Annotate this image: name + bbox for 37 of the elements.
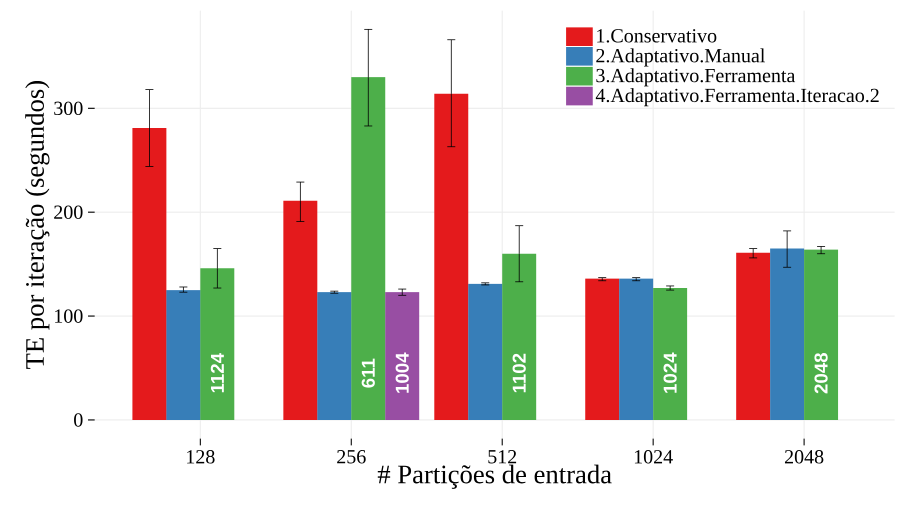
bar xyxy=(653,288,688,420)
bar xyxy=(770,248,804,420)
bar xyxy=(385,292,420,420)
y-axis-title: TE por iteração (segundos) xyxy=(25,81,50,370)
x-tick-label: 512 xyxy=(488,450,516,464)
x-tick-label: 128 xyxy=(187,450,215,464)
bar xyxy=(166,290,200,420)
bar xyxy=(283,200,318,420)
bar xyxy=(317,292,352,420)
bar xyxy=(736,252,770,420)
x-axis-title: # Partições de entrada xyxy=(378,464,612,490)
bar xyxy=(585,278,620,420)
bar xyxy=(351,77,386,420)
y-tick-label: 200 xyxy=(54,206,83,220)
legend-label: 4.Adaptativo.Ferramenta.Iteracao.2 xyxy=(596,88,879,106)
legend-label: 3.Adaptativo.Ferramenta xyxy=(596,68,796,87)
bar xyxy=(804,250,838,420)
annotation: 1004 xyxy=(396,352,409,393)
bar xyxy=(502,254,536,420)
bar xyxy=(468,284,502,420)
bar xyxy=(434,94,468,420)
x-tick-label: 256 xyxy=(337,450,366,464)
annotation: 611 xyxy=(362,358,375,388)
annotation: 2048 xyxy=(814,353,828,394)
annotation: 1124 xyxy=(210,353,224,392)
annotation: 1102 xyxy=(512,354,526,392)
legend-label: 2.Adaptativo.Manual xyxy=(596,48,765,67)
y-tick-label: 0 xyxy=(74,413,83,427)
y-tick-label: 100 xyxy=(55,310,83,323)
annotation: 1024 xyxy=(664,352,677,393)
x-tick-label: 1024 xyxy=(634,450,673,464)
bar xyxy=(619,278,654,420)
legend-label: 1.Conservativo xyxy=(597,29,716,43)
bar xyxy=(132,128,166,420)
y-tick-label: 300 xyxy=(54,102,83,116)
bar xyxy=(200,268,234,420)
x-tick-label: 2048 xyxy=(784,450,824,464)
